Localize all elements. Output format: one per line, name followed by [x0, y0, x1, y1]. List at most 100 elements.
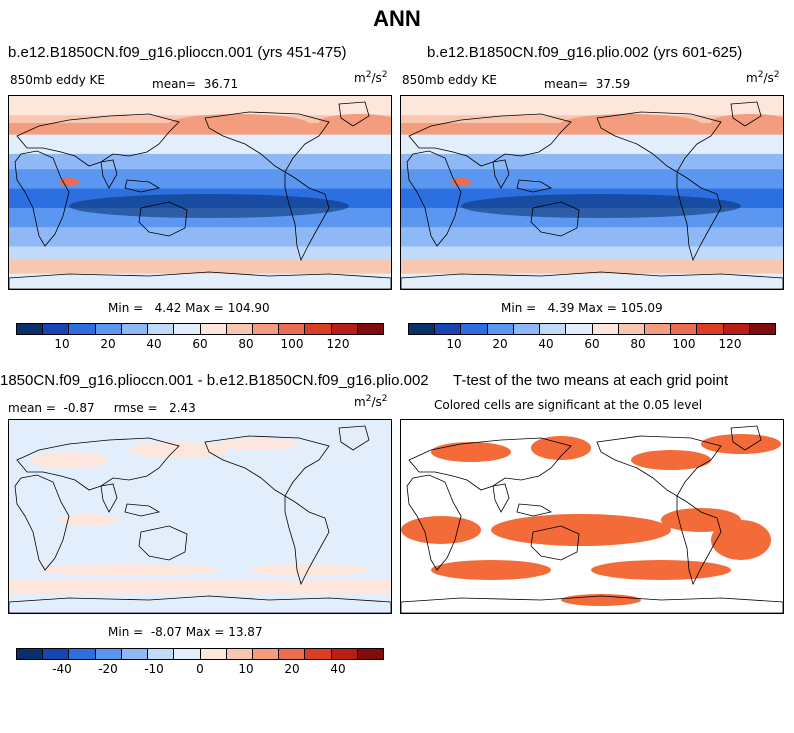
panel1-colorbar: 10 20 40 60 80 100 120: [16, 323, 384, 351]
colorbar-cell: [226, 324, 253, 334]
ke-band: [9, 227, 391, 248]
coastline: [124, 179, 161, 193]
coastline: [401, 271, 783, 289]
panel2-max-label: Max =: [578, 301, 617, 315]
panel2-tick: 120: [718, 337, 742, 351]
colorbar-cell: [513, 324, 541, 334]
panel2-min-label: Min =: [501, 301, 537, 315]
panel3-units: m2/s2: [354, 394, 388, 409]
colorbar-cell: [671, 324, 698, 334]
panel2-minmax: Min = 4.39 Max = 105.09: [501, 301, 663, 315]
panel1-units: m2/s2: [354, 70, 388, 85]
panel1-map: [8, 95, 392, 290]
coastline: [530, 201, 580, 237]
panel4-map: [400, 419, 784, 614]
coastline: [16, 113, 180, 167]
coastline: [516, 503, 553, 517]
diff-positive-area: [39, 564, 219, 576]
colorbar-cell: [69, 324, 96, 334]
ke-tropical-minimum: [69, 194, 349, 218]
diff-positive-band: [9, 580, 391, 594]
colorbar-cell: [148, 649, 175, 659]
panel2-map: [400, 95, 784, 290]
coastline: [596, 435, 722, 497]
panel3-mean: mean = -0.87 rmse = 2.43: [8, 401, 196, 415]
colorbar-cell: [618, 324, 645, 334]
diff-positive-area: [59, 514, 119, 526]
panel1-min-label: Min =: [108, 301, 144, 315]
coastline: [730, 425, 762, 451]
colorbar-cell: [461, 324, 488, 334]
colorbar-cell: [148, 324, 175, 334]
panel3-title: 1850CN.f09_g16.plioccn.001 - b.e12.B1850…: [0, 372, 429, 389]
colorbar-cell: [43, 649, 70, 659]
panel2-tick: 100: [672, 337, 696, 351]
colorbar-cell: [697, 324, 724, 334]
panel2-mean: mean= 37.59: [544, 77, 630, 91]
ke-band: [401, 273, 783, 289]
panel2-max-value: 105.09: [620, 301, 663, 315]
colorbar-cell: [252, 649, 280, 659]
coastline: [676, 171, 722, 262]
coastline: [9, 271, 391, 289]
ke-band: [9, 169, 391, 190]
panel3-tick: 20: [284, 662, 300, 676]
panel3-tick: -40: [52, 662, 72, 676]
panel3-minmax: Min = -8.07 Max = 13.87: [108, 625, 263, 639]
significant-area: [401, 516, 481, 544]
panel1-mean-label: mean=: [152, 77, 197, 91]
significant-area: [431, 560, 551, 580]
panel3-tick: 10: [238, 662, 254, 676]
panel2-tick: 20: [492, 337, 508, 351]
panel1-tick: 10: [54, 337, 70, 351]
ke-band: [401, 246, 783, 261]
colorbar-cell: [69, 649, 96, 659]
colorbar-cell: [357, 324, 384, 334]
panel1-variable: 850mb eddy KE: [10, 73, 106, 87]
colorbar-cell: [331, 324, 358, 334]
panel3-field: [9, 420, 391, 613]
panel2-tick: 60: [584, 337, 600, 351]
panel3-max-value: 13.87: [228, 625, 263, 639]
coastline: [9, 595, 391, 613]
diff-positive-area: [29, 452, 109, 468]
panel3-rmse-label: rmse =: [113, 401, 158, 415]
significant-area: [431, 442, 511, 462]
panel3-tick: -10: [144, 662, 164, 676]
panel3-map: [8, 419, 392, 614]
panel1-tick: 80: [238, 337, 254, 351]
diff-positive-area: [249, 564, 369, 576]
coastline: [406, 150, 462, 247]
panel1-tick: 120: [326, 337, 350, 351]
panel1-tick: 40: [146, 337, 162, 351]
colorbar-cell: [487, 324, 514, 334]
panel3-mean-label: mean =: [8, 401, 56, 415]
ke-band: [401, 169, 783, 190]
panel2-min-value: 4.39: [547, 301, 575, 315]
colorbar-cell: [17, 324, 44, 334]
colorbar-cell: [749, 324, 776, 334]
panel2-units: m2/s2: [746, 70, 780, 85]
colorbar-cell: [174, 324, 201, 334]
coastline: [204, 435, 330, 497]
coastline: [530, 525, 580, 561]
panel1-min-value: 4.42: [154, 301, 182, 315]
panel1-tick: 20: [100, 337, 116, 351]
ke-band: [401, 227, 783, 248]
coastline: [408, 437, 572, 491]
coastline: [14, 474, 70, 571]
panel1-tick: 100: [280, 337, 304, 351]
panel3-tick: -20: [98, 662, 118, 676]
colorbar-cell: [95, 324, 122, 334]
panel3-min-value: -8.07: [150, 625, 182, 639]
panel1-tick: 60: [192, 337, 208, 351]
diff-positive-area: [129, 442, 229, 458]
coastline: [204, 111, 330, 173]
coastline: [492, 483, 510, 513]
panel1-max-value: 104.90: [227, 301, 270, 315]
ke-band: [401, 134, 783, 155]
colorbar-cell: [592, 324, 619, 334]
coastline: [730, 101, 762, 127]
panel3-rmse-value: 2.43: [169, 401, 196, 415]
colorbar-cell: [644, 324, 672, 334]
